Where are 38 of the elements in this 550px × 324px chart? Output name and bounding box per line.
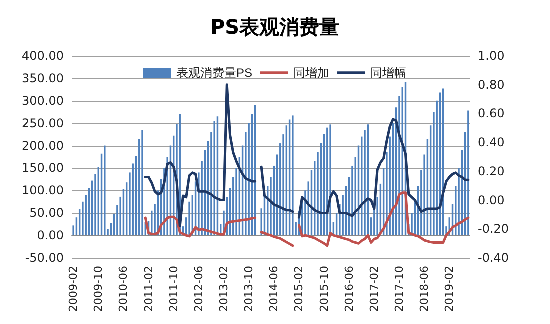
x-tick-label: 2017-02 [368,266,381,312]
x-tick-label: 2018-06 [418,266,432,312]
legend-label: 表观消费量PS [176,66,253,80]
y-tick-label: 150.00 [22,161,64,176]
x-tick-label: 2017-10 [392,266,406,312]
x-tick-label: 2012-06 [192,266,206,312]
y2-tick-label: 0.40 [478,136,505,150]
x-tick-label: 2016-06 [342,266,356,312]
y-tick-label: 300.00 [22,94,64,108]
x-tick-label: 2013-10 [242,266,256,312]
y2-tick-label: 0.00 [478,193,505,208]
x-tick-label: 2019-02 [443,266,456,312]
chart-title: PS表观消费量 [210,15,340,39]
y-tick-label: 50.00 [30,206,64,220]
x-tick-label: 2009-02 [67,266,80,312]
x-tick-label: 2015-02 [292,266,306,312]
y2-tick-label: -0.40 [478,251,510,265]
y2-tick-label: 1.00 [478,49,505,63]
x-tick-label: 2011-10 [167,266,180,312]
x-tick-label: 2014-06 [268,266,281,312]
y-tick-label: 100.00 [22,184,64,198]
y-tick-label: -50.00 [25,251,64,265]
legend-label: 同增加 [294,66,330,80]
y-tick-label: 200.00 [22,138,64,153]
x-tick-label: 2015-10 [318,266,331,312]
x-tick-label: 2011-02 [142,266,156,312]
y-tick-label: 0.00 [37,228,64,243]
x-tick-label: 2013-02 [217,266,230,312]
y2-tick-label: -0.20 [478,222,510,236]
y-tick-label: 350.00 [22,71,64,86]
x-tick-label: 2009-10 [92,266,106,312]
y-tick-label: 250.00 [22,116,64,130]
x-tick-label: 2010-06 [117,266,130,312]
y-tick-label: 400.00 [22,49,64,63]
y2-tick-label: 0.60 [478,106,505,121]
legend-label: 同增幅 [370,66,407,80]
y2-tick-label: 0.80 [478,78,505,92]
y2-tick-label: 0.20 [478,164,505,178]
